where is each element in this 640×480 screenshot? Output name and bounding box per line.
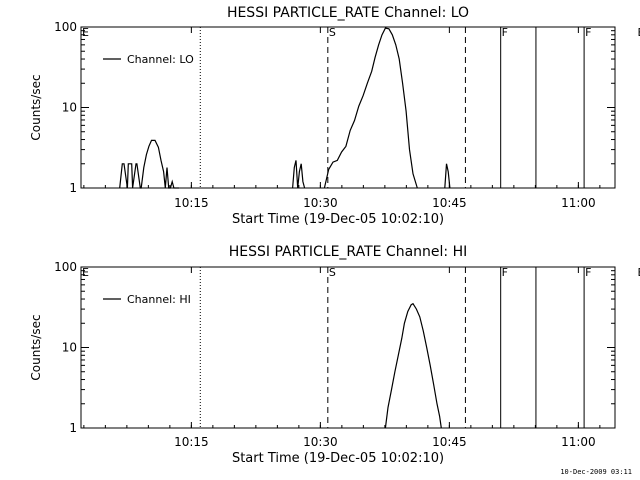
hi-event-marker-label: F (585, 266, 591, 279)
hi-y-axis-label: Counts/sec (29, 314, 43, 380)
lo-x-tick-label: 11:00 (561, 196, 596, 210)
lo-x-tick-label: 10:30 (303, 196, 338, 210)
hi-x-tick-label: 10:15 (174, 435, 209, 449)
hi-event-marker-label: F (502, 266, 508, 279)
lo-series-line (292, 160, 306, 189)
lo-series-line (444, 163, 451, 189)
hi-chart-title: HESSI PARTICLE_RATE Channel: HI (229, 244, 467, 260)
lo-chart-title: HESSI PARTICLE_RATE Channel: LO (227, 5, 469, 21)
lo-series-line (119, 139, 179, 189)
lo-event-marker-label: E (638, 26, 640, 39)
hi-y-tick-label: 10 (62, 341, 77, 355)
lo-y-tick-label: 10 (62, 101, 77, 115)
lo-event-marker-label: E (82, 26, 89, 39)
hi-event-marker-label: E (82, 266, 89, 279)
hi-y-tick-label: 100 (54, 260, 77, 274)
hi-x-tick-label: 11:00 (561, 435, 596, 449)
hi-event-marker-label: S (329, 266, 336, 279)
lo-event-marker-label: F (585, 26, 591, 39)
lo-legend-label: Channel: LO (127, 53, 194, 66)
lo-y-axis-label: Counts/sec (29, 74, 43, 140)
footer-timestamp: 10-Dec-2009 03:11 (560, 468, 632, 476)
hi-x-tick-label: 10:45 (432, 435, 467, 449)
lo-x-tick-label: 10:15 (174, 196, 209, 210)
lo-y-tick-label: 1 (69, 181, 77, 195)
hi-x-tick-label: 10:30 (303, 435, 338, 449)
hi-series-line (384, 302, 442, 429)
lo-y-tick-label: 100 (54, 20, 77, 34)
hi-x-axis-label: Start Time (19-Dec-05 10:02:10) (232, 451, 444, 466)
lo-event-marker-label: S (329, 26, 336, 39)
hi-event-marker-label: E (638, 266, 640, 279)
hi-y-tick-label: 1 (69, 421, 77, 435)
lo-x-axis-label: Start Time (19-Dec-05 10:02:10) (232, 212, 444, 227)
hi-legend-label: Channel: HI (127, 293, 191, 306)
lo-plot-frame (80, 26, 616, 189)
hi-plot-frame (80, 266, 616, 429)
lo-series-line (323, 27, 418, 189)
lo-event-marker-label: F (502, 26, 508, 39)
lo-x-tick-label: 10:45 (432, 196, 467, 210)
